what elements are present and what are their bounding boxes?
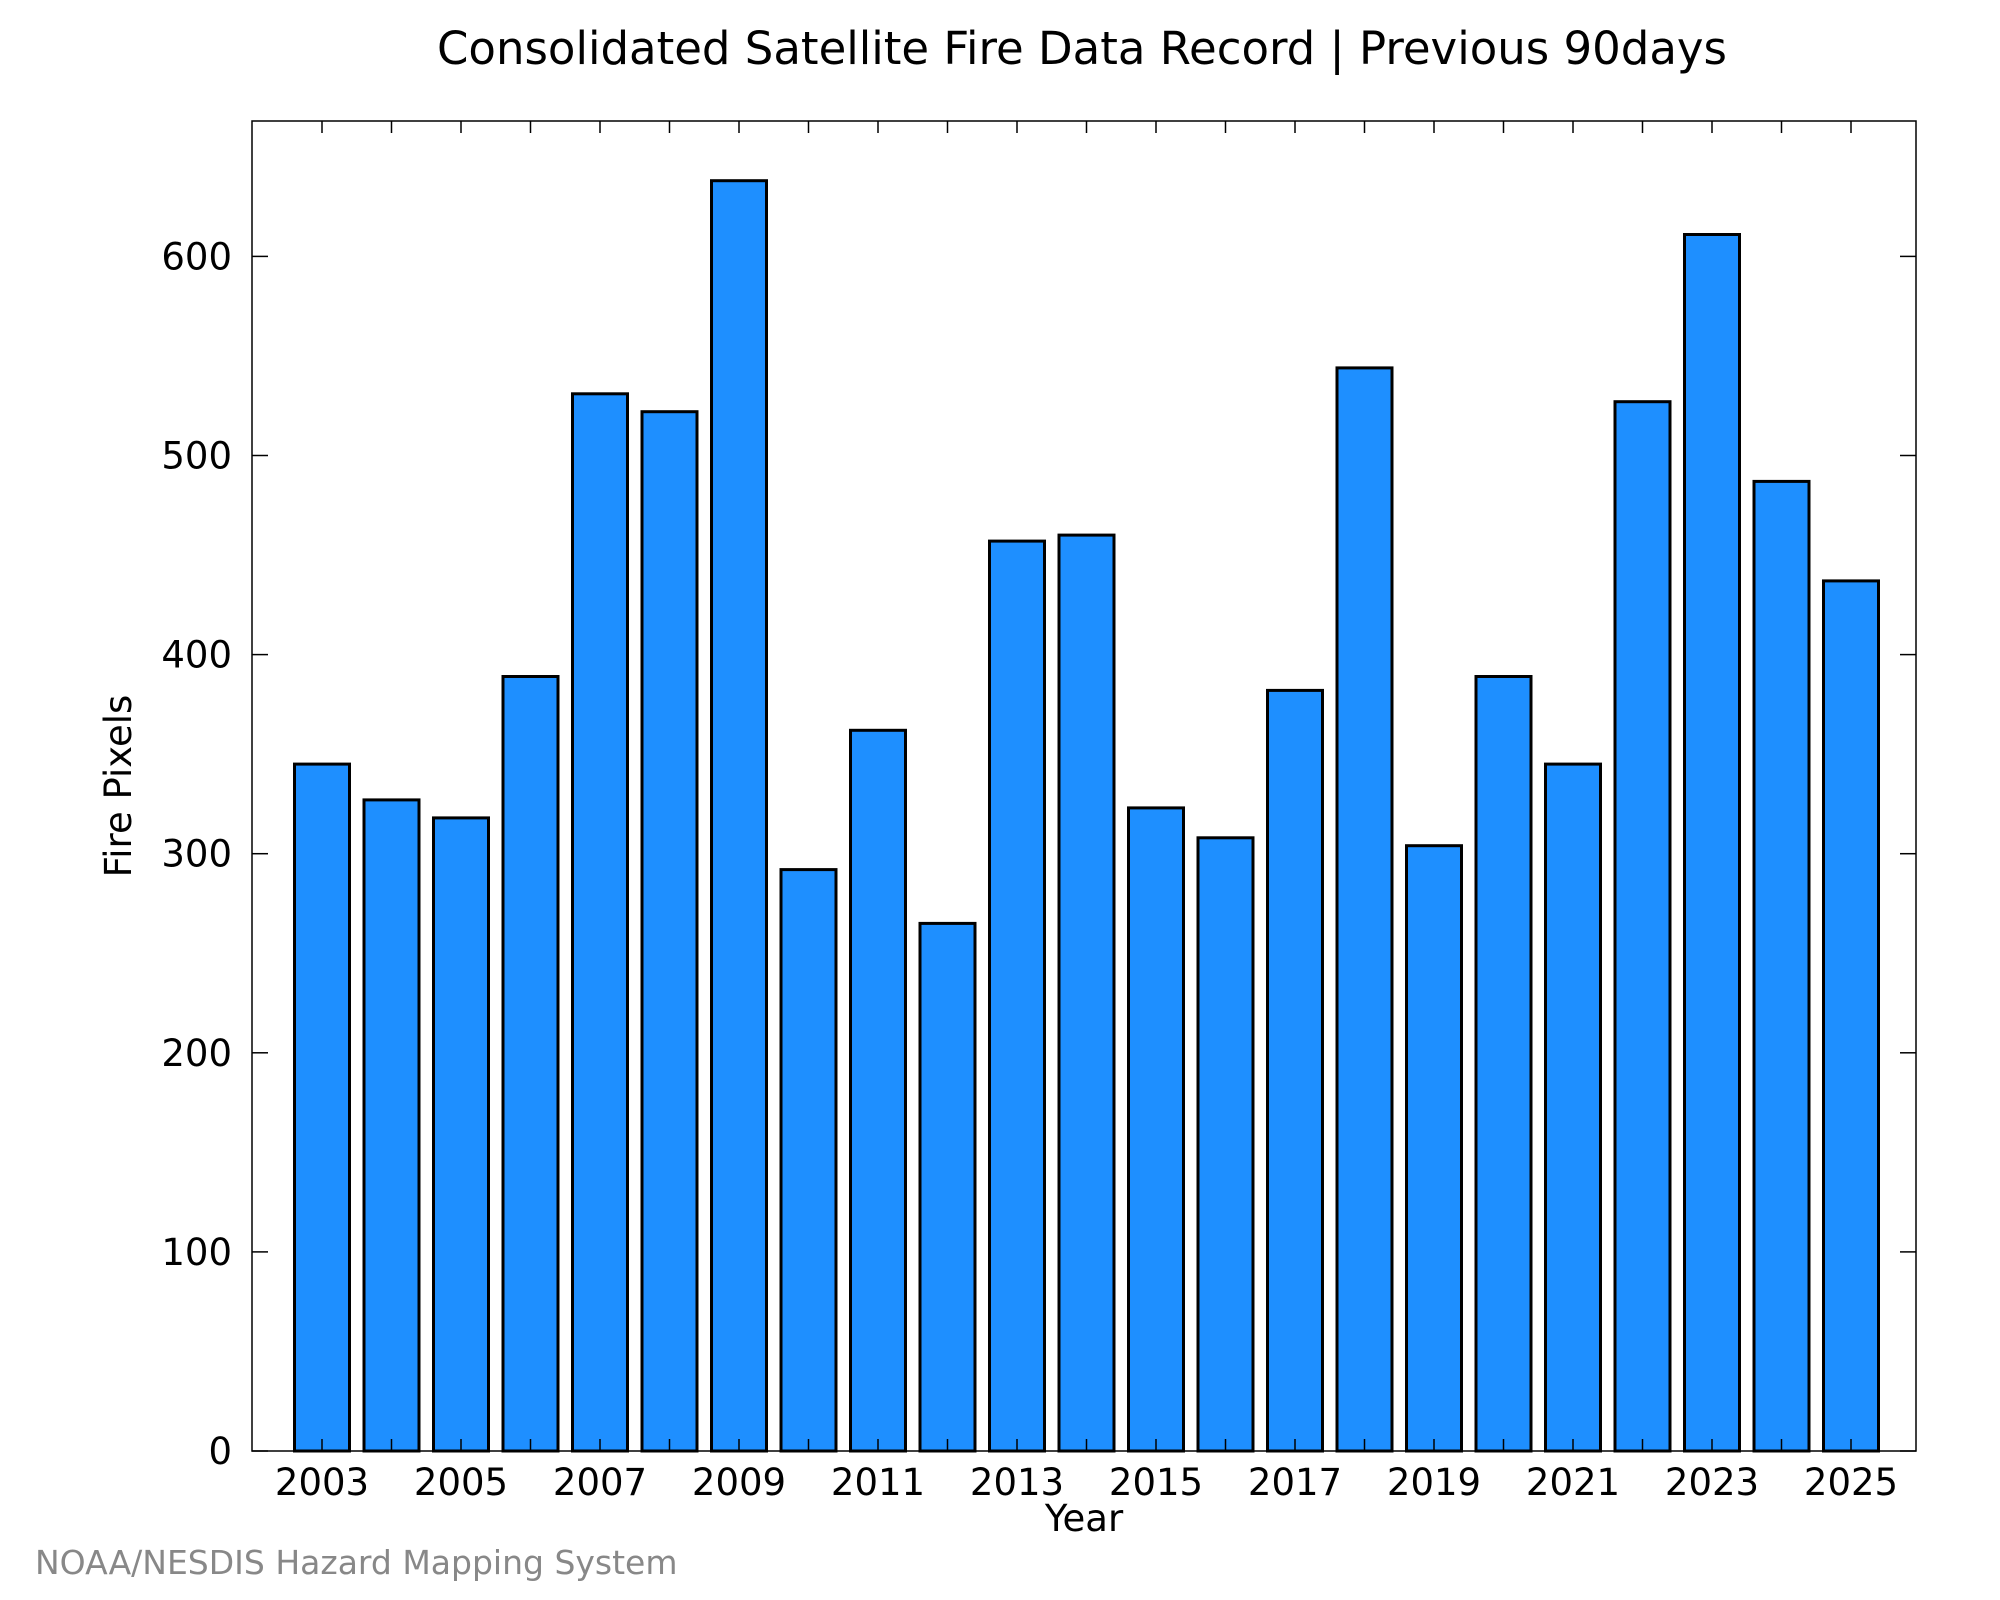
x-tick-label: 2023: [1665, 1461, 1759, 1504]
y-tick-label: 0: [208, 1430, 232, 1473]
bar-2023: [1683, 233, 1741, 1453]
plot-frame: [251, 120, 1917, 1452]
bar-2019: [1405, 844, 1463, 1453]
y-tick-label: 200: [161, 1032, 232, 1075]
x-tick-label: 2025: [1804, 1461, 1898, 1504]
x-tick-label: 2017: [1248, 1461, 1342, 1504]
bar-2020: [1474, 675, 1533, 1453]
x-tick-label: 2021: [1526, 1461, 1620, 1504]
bar-2016: [1196, 836, 1255, 1453]
bar-2015: [1127, 806, 1185, 1453]
y-tick-label: 400: [161, 634, 232, 677]
x-tick-label: 2019: [1387, 1461, 1481, 1504]
bar-2013: [988, 539, 1046, 1453]
y-axis: 0 100 200 300 400 500 600: [161, 235, 1916, 1473]
bar-2024: [1752, 479, 1811, 1453]
bar-2025: [1822, 579, 1880, 1453]
y-tick-label: 500: [161, 435, 232, 478]
bar-2009: [710, 179, 768, 1453]
credit-text: NOAA/NESDIS Hazard Mapping System: [35, 1543, 678, 1582]
plot-area: 0 100 200 300 400 500 600 2003 2005 2007 2009 2011…: [161, 120, 1917, 1504]
bar-2011: [849, 728, 907, 1453]
x-tick-label: 2015: [1109, 1461, 1203, 1504]
bar-2018: [1335, 366, 1394, 1453]
bar-2008: [640, 410, 699, 1453]
y-tick-label: 100: [161, 1231, 232, 1274]
y-tick-label: 600: [161, 235, 232, 278]
bar-2021: [1544, 762, 1602, 1453]
bar-2014: [1057, 533, 1116, 1453]
bar-2003: [293, 762, 351, 1453]
x-axis: 2003 2005 2007 2009 2011 2013 2015 2017 2019 2021…: [275, 121, 1898, 1504]
x-tick-label: 2007: [553, 1461, 647, 1504]
x-tick-label: 2011: [831, 1461, 925, 1504]
bar-2005: [432, 816, 490, 1453]
bar-2010: [779, 868, 838, 1453]
y-tick-label: 300: [161, 833, 232, 876]
bar-2022: [1613, 400, 1672, 1453]
x-tick-label: 2013: [970, 1461, 1064, 1504]
y-axis-label: Fire Pixels: [97, 695, 140, 878]
bar-2006: [501, 675, 560, 1453]
chart-title: Consolidated Satellite Fire Data Record …: [437, 22, 1727, 75]
bar-2012: [918, 921, 977, 1453]
x-tick-label: 2003: [275, 1461, 369, 1504]
x-tick-label: 2009: [692, 1461, 786, 1504]
x-axis-label: Year: [1044, 1497, 1124, 1540]
bars: [293, 179, 1880, 1453]
x-tick-label: 2005: [414, 1461, 508, 1504]
bar-2007: [571, 392, 629, 1453]
bar-2017: [1266, 688, 1324, 1453]
bar-2004: [362, 798, 421, 1453]
